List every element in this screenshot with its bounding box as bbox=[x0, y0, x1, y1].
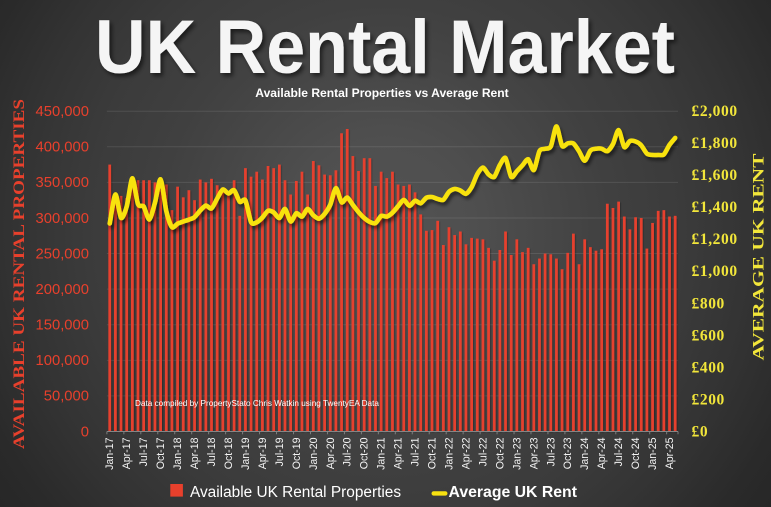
svg-text:AVAILABLE UK RENTAL PROPERTIES: AVAILABLE UK RENTAL PROPERTIES bbox=[11, 99, 28, 449]
svg-text:Jul-17: Jul-17 bbox=[138, 437, 150, 466]
svg-text:£200: £200 bbox=[692, 391, 725, 408]
svg-text:Jan-23: Jan-23 bbox=[511, 437, 523, 469]
svg-text:Apr-20: Apr-20 bbox=[325, 437, 337, 469]
svg-text:Data compiled by PropertyStato: Data compiled by PropertyStato Chris Wat… bbox=[135, 399, 379, 408]
svg-text:300,000: 300,000 bbox=[36, 211, 90, 227]
svg-text:Jul-24: Jul-24 bbox=[613, 437, 625, 466]
svg-text:Oct-24: Oct-24 bbox=[630, 437, 642, 469]
svg-text:Apr-24: Apr-24 bbox=[596, 437, 608, 469]
svg-text:£1,000: £1,000 bbox=[692, 263, 738, 280]
svg-text:Jan-24: Jan-24 bbox=[579, 437, 591, 469]
svg-text:£800: £800 bbox=[692, 295, 725, 312]
svg-text:£1,200: £1,200 bbox=[692, 231, 738, 248]
svg-text:50,000: 50,000 bbox=[44, 389, 89, 405]
svg-text:Average UK Rent: Average UK Rent bbox=[449, 484, 578, 501]
svg-text:Oct-21: Oct-21 bbox=[427, 437, 439, 469]
svg-text:£2,000: £2,000 bbox=[692, 103, 738, 120]
svg-text:150,000: 150,000 bbox=[36, 318, 90, 334]
svg-text:£1,400: £1,400 bbox=[692, 199, 738, 216]
svg-text:0: 0 bbox=[81, 424, 89, 440]
svg-text:Apr-22: Apr-22 bbox=[461, 437, 473, 469]
svg-text:Apr-17: Apr-17 bbox=[121, 437, 133, 469]
svg-text:250,000: 250,000 bbox=[36, 246, 90, 262]
svg-text:£1,600: £1,600 bbox=[692, 167, 738, 184]
svg-text:Apr-25: Apr-25 bbox=[664, 437, 676, 469]
svg-text:Oct-23: Oct-23 bbox=[562, 437, 574, 469]
svg-text:AVERAGE UK RENT: AVERAGE UK RENT bbox=[751, 153, 768, 361]
svg-text:Jul-20: Jul-20 bbox=[342, 437, 354, 466]
svg-text:£400: £400 bbox=[692, 359, 725, 376]
svg-text:Jan-17: Jan-17 bbox=[104, 437, 116, 469]
svg-text:Jul-19: Jul-19 bbox=[274, 437, 286, 466]
svg-text:100,000: 100,000 bbox=[36, 353, 90, 369]
svg-text:Oct-19: Oct-19 bbox=[291, 437, 303, 469]
svg-text:Oct-20: Oct-20 bbox=[359, 437, 371, 469]
svg-text:Available UK Rental Properties: Available UK Rental Properties bbox=[190, 484, 401, 501]
svg-text:£0: £0 bbox=[692, 423, 709, 440]
svg-text:350,000: 350,000 bbox=[36, 175, 90, 191]
svg-text:200,000: 200,000 bbox=[36, 282, 90, 298]
svg-text:Jul-18: Jul-18 bbox=[206, 437, 218, 466]
svg-text:Oct-22: Oct-22 bbox=[494, 437, 506, 469]
svg-text:Jul-23: Jul-23 bbox=[545, 437, 557, 466]
svg-text:Apr-21: Apr-21 bbox=[393, 437, 405, 469]
svg-text:400,000: 400,000 bbox=[36, 140, 90, 156]
svg-text:£600: £600 bbox=[692, 327, 725, 344]
svg-text:UK Rental Market: UK Rental Market bbox=[95, 5, 675, 90]
svg-text:Apr-23: Apr-23 bbox=[528, 437, 540, 469]
svg-text:Jan-18: Jan-18 bbox=[172, 437, 184, 469]
svg-text:Oct-17: Oct-17 bbox=[155, 437, 167, 469]
svg-text:Oct-18: Oct-18 bbox=[223, 437, 235, 469]
svg-text:Apr-19: Apr-19 bbox=[257, 437, 269, 469]
svg-text:Jul-21: Jul-21 bbox=[410, 437, 422, 466]
svg-text:Available Rental Properties vs: Available Rental Properties vs Average R… bbox=[255, 86, 508, 100]
svg-text:Apr-18: Apr-18 bbox=[189, 437, 201, 469]
svg-text:450,000: 450,000 bbox=[36, 104, 90, 120]
svg-text:Jan-22: Jan-22 bbox=[444, 437, 456, 469]
svg-text:Jan-21: Jan-21 bbox=[376, 437, 388, 469]
svg-text:Jan-25: Jan-25 bbox=[647, 437, 659, 469]
svg-text:£1,800: £1,800 bbox=[692, 135, 738, 152]
svg-text:Jul-22: Jul-22 bbox=[477, 437, 489, 466]
svg-text:Jan-20: Jan-20 bbox=[308, 437, 320, 469]
svg-text:Jan-19: Jan-19 bbox=[240, 437, 252, 469]
